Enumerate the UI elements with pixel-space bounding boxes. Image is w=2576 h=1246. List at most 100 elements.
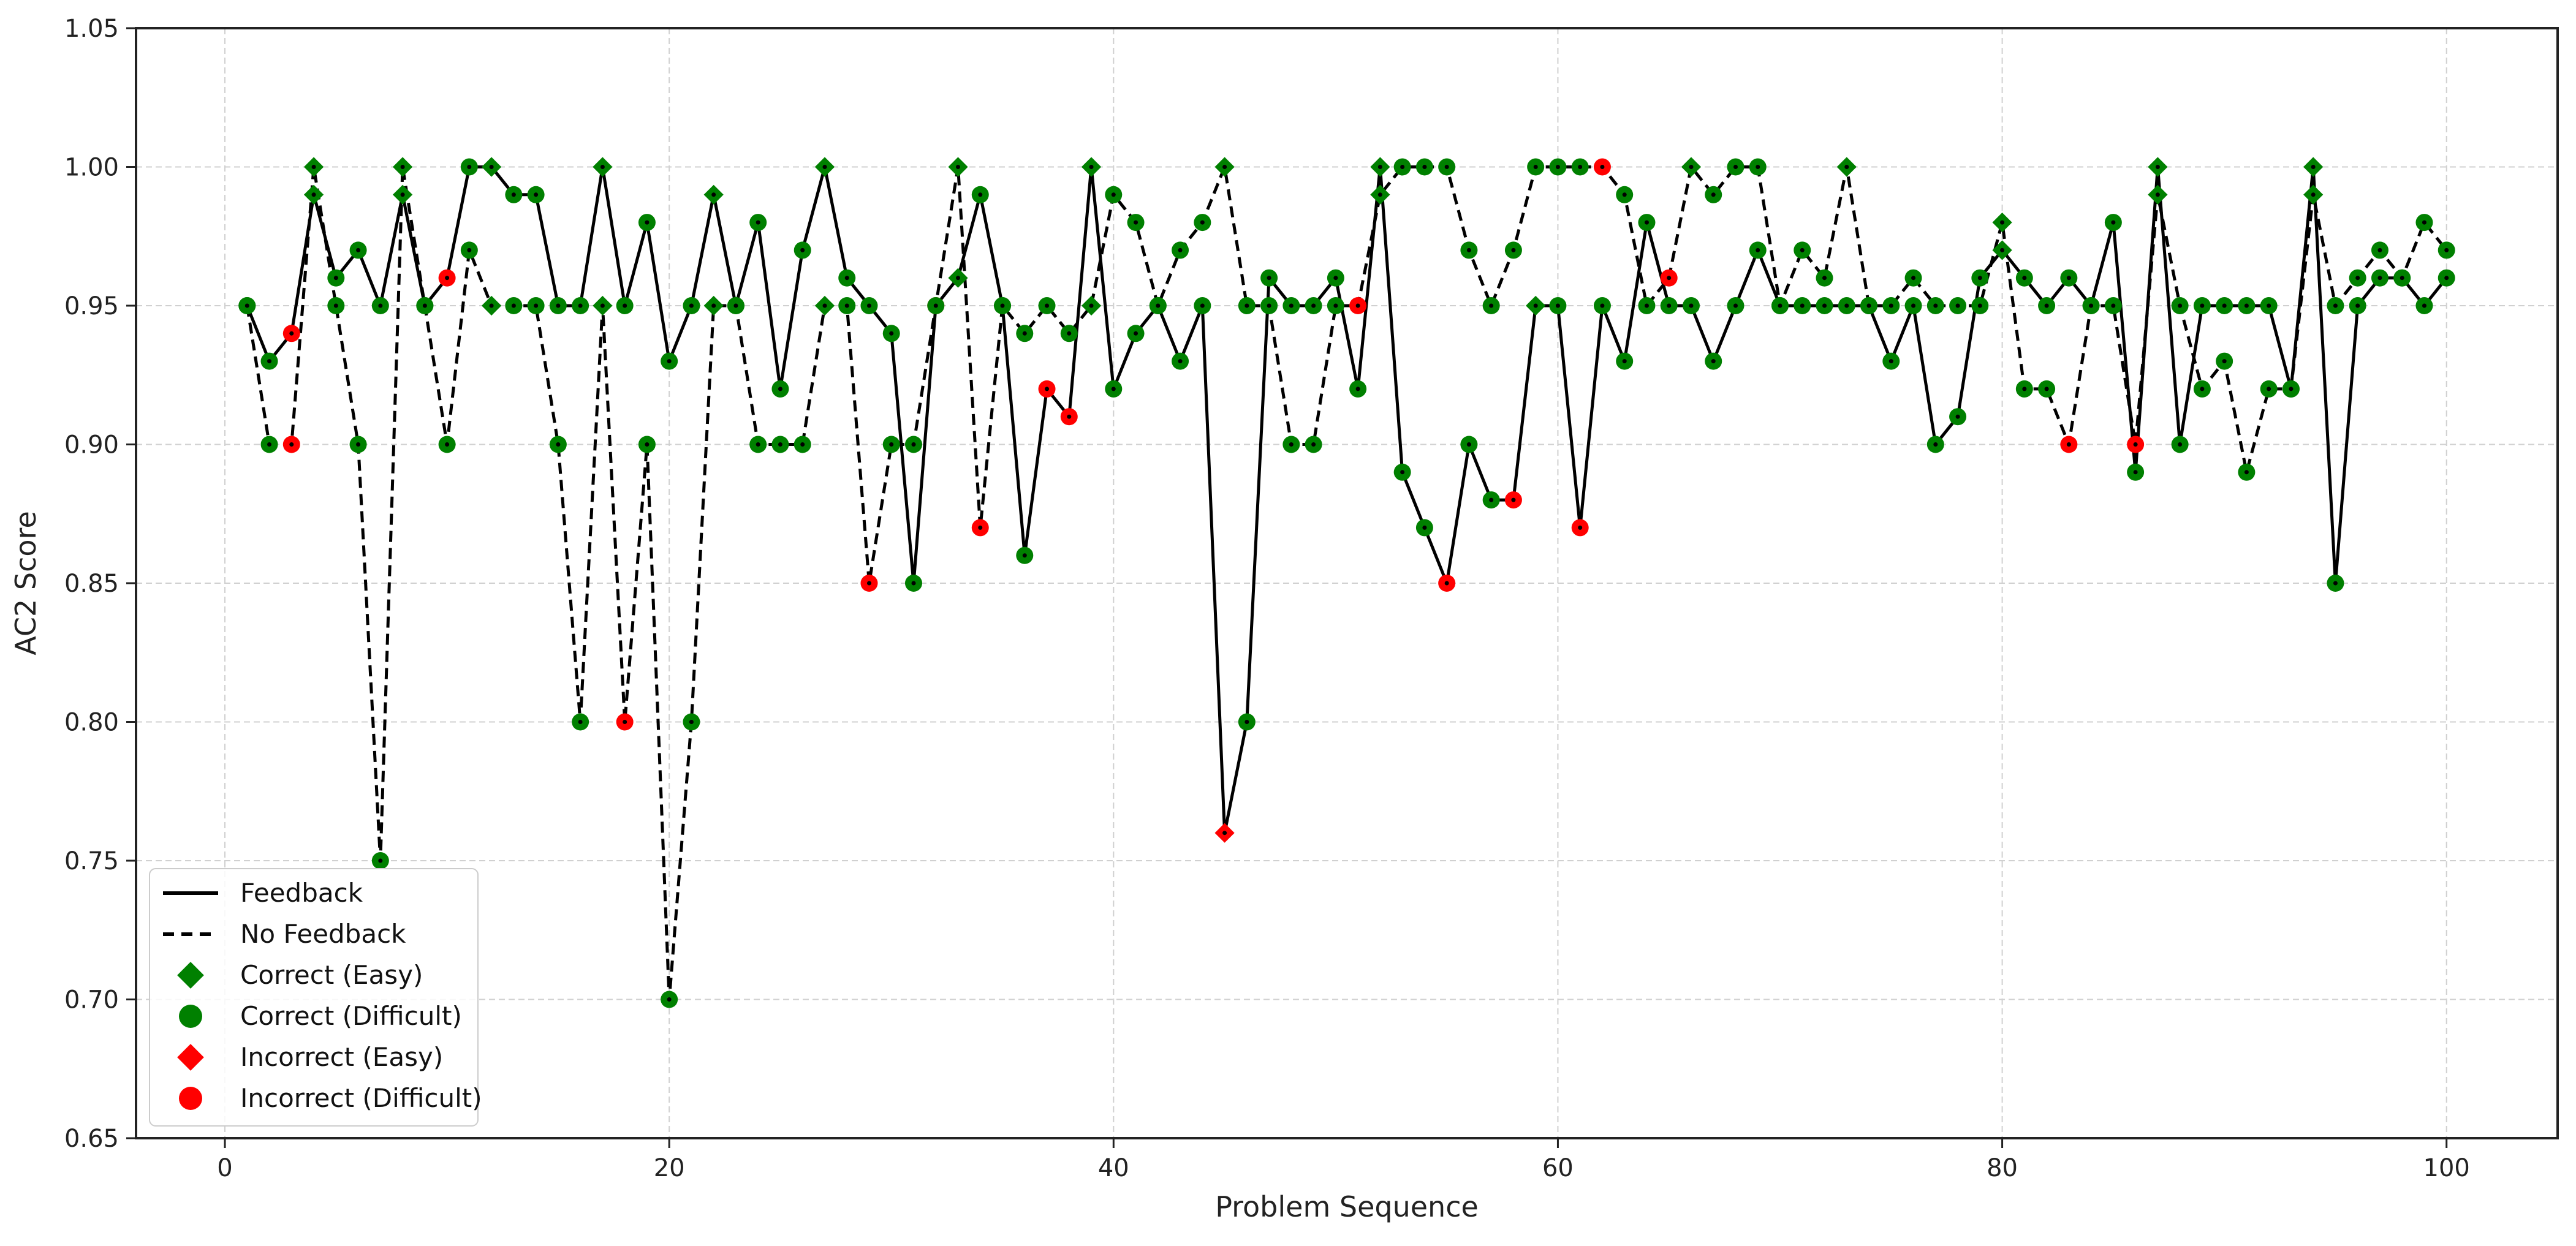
data-point-center [800, 442, 805, 447]
data-point-center [1200, 303, 1205, 308]
data-point-center [1022, 553, 1027, 558]
data-point-center [1422, 165, 1427, 169]
data-point-center [778, 387, 782, 391]
data-point-center [2377, 276, 2382, 281]
data-point-center [1222, 831, 1227, 836]
series-markers [238, 157, 2455, 1008]
data-point-center [1045, 387, 1050, 391]
data-point-center [1200, 220, 1205, 225]
x-tick-label: 100 [2423, 1154, 2470, 1182]
data-point-center [778, 442, 782, 447]
data-point-center [356, 442, 361, 447]
data-point-center [1933, 442, 1938, 447]
data-point-center [2377, 247, 2382, 252]
data-point-center [267, 442, 272, 447]
data-point-center [2333, 581, 2338, 586]
data-point-center [1977, 303, 1982, 308]
data-point-center [933, 303, 938, 308]
data-point-center [556, 442, 561, 447]
data-point-center [800, 247, 805, 252]
data-point-center [1667, 276, 1672, 281]
data-point-center [1222, 165, 1227, 169]
data-point-center [1888, 359, 1893, 364]
data-point-center [556, 303, 561, 308]
data-point-center [1134, 331, 1138, 336]
data-point-center [1733, 303, 1738, 308]
data-point-center [1578, 165, 1583, 169]
data-point-center [1600, 165, 1605, 169]
data-point-center [1466, 247, 1471, 252]
data-point-center [2111, 220, 2116, 225]
data-point-center [1977, 276, 1982, 281]
data-point-center [534, 303, 539, 308]
data-point-center [378, 303, 383, 308]
data-point-center [578, 303, 583, 308]
data-point-center [2400, 276, 2404, 281]
x-tick-label: 20 [654, 1154, 685, 1182]
legend-swatch [179, 1005, 202, 1028]
data-point-center [1578, 525, 1583, 530]
data-point-center [244, 303, 249, 308]
data-point-center [1111, 192, 1116, 197]
x-axis-title: Problem Sequence [1215, 1190, 1479, 1223]
data-point-center [1333, 303, 1338, 308]
data-point-center [756, 442, 760, 447]
data-point-center [1711, 192, 1716, 197]
x-tick-label: 80 [1987, 1154, 2018, 1182]
data-point-center [1178, 247, 1183, 252]
data-point-center [2044, 387, 2049, 391]
data-point-center [267, 359, 272, 364]
data-point-center [667, 359, 672, 364]
data-point-center [1756, 247, 1760, 252]
legend-label: No Feedback [240, 919, 406, 949]
data-point-center [578, 720, 583, 724]
data-point-center [600, 303, 605, 308]
data-point-center [1555, 165, 1560, 169]
data-point-center [1400, 165, 1405, 169]
x-tick-label: 40 [1098, 1154, 1129, 1182]
data-point-center [489, 165, 494, 169]
legend-swatch [177, 1044, 204, 1071]
data-point-center [689, 303, 694, 308]
data-point-center [356, 247, 361, 252]
y-tick-label: 0.70 [64, 986, 119, 1014]
data-point-center [1489, 303, 1494, 308]
y-tick-label: 0.80 [64, 709, 119, 737]
data-point-center [2133, 442, 2138, 447]
data-point-center [1000, 303, 1005, 308]
legend-label: Incorrect (Difficult) [240, 1083, 482, 1113]
y-tick-label: 0.85 [64, 570, 119, 598]
data-point-center [1311, 442, 1316, 447]
legend-swatch [179, 1087, 202, 1110]
data-point-center [822, 165, 827, 169]
data-point-center [866, 303, 871, 308]
data-point-center [1289, 442, 1294, 447]
data-point-center [1045, 303, 1050, 308]
data-point-center [1333, 276, 1338, 281]
data-point-center [1489, 497, 1494, 502]
data-point-center [2178, 303, 2183, 308]
data-point-center [1800, 303, 1805, 308]
data-point-center [1866, 303, 1871, 308]
data-point-center [1511, 497, 1516, 502]
data-point-center [311, 192, 316, 197]
data-point-center [1533, 165, 1538, 169]
data-point-center [511, 303, 516, 308]
data-point-center [956, 165, 961, 169]
legend-label: Correct (Difficult) [240, 1001, 462, 1031]
data-point-center [534, 192, 539, 197]
data-point-center [1067, 414, 1072, 419]
data-point-center [1622, 192, 1627, 197]
data-point-center [1289, 303, 1294, 308]
legend-label: Correct (Easy) [240, 960, 423, 990]
legend: Feedback No Feedback Correct (Easy) Correct… [149, 868, 482, 1127]
data-point-center [733, 303, 738, 308]
data-point-center [645, 442, 650, 447]
data-point-center [822, 303, 827, 308]
legend-label: Feedback [240, 878, 363, 908]
data-point-center [467, 247, 472, 252]
data-point-center [1555, 303, 1560, 308]
series-line-feedback [245, 165, 2448, 835]
data-point-center [511, 192, 516, 197]
data-point-center [2155, 192, 2160, 197]
